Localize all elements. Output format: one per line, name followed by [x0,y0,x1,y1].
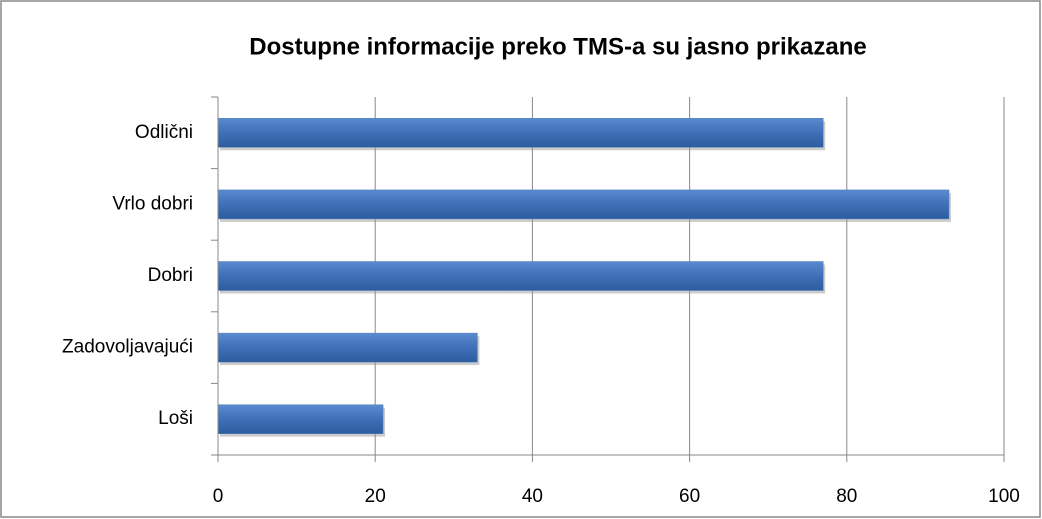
y-tick-label: Zadovoljavajući [62,337,193,358]
x-tick-label: 20 [365,486,386,507]
y-tick-label: Odlični [135,122,193,143]
bar [217,404,384,434]
y-tick-label: Loši [158,408,193,429]
x-tick-label: 40 [522,486,543,507]
x-tick-label: 0 [213,486,224,507]
chart-title: Dostupne informacije preko TMS-a su jasn… [249,33,866,60]
x-tick-label: 80 [836,486,857,507]
bar [217,189,950,220]
bar [217,261,824,291]
bar [217,118,824,148]
x-tick-label: 60 [679,486,700,507]
bar [217,332,478,363]
y-tick-label: Dobri [148,265,193,286]
x-tick-label: 100 [988,486,1020,507]
y-tick-label: Vrlo dobri [112,193,193,214]
